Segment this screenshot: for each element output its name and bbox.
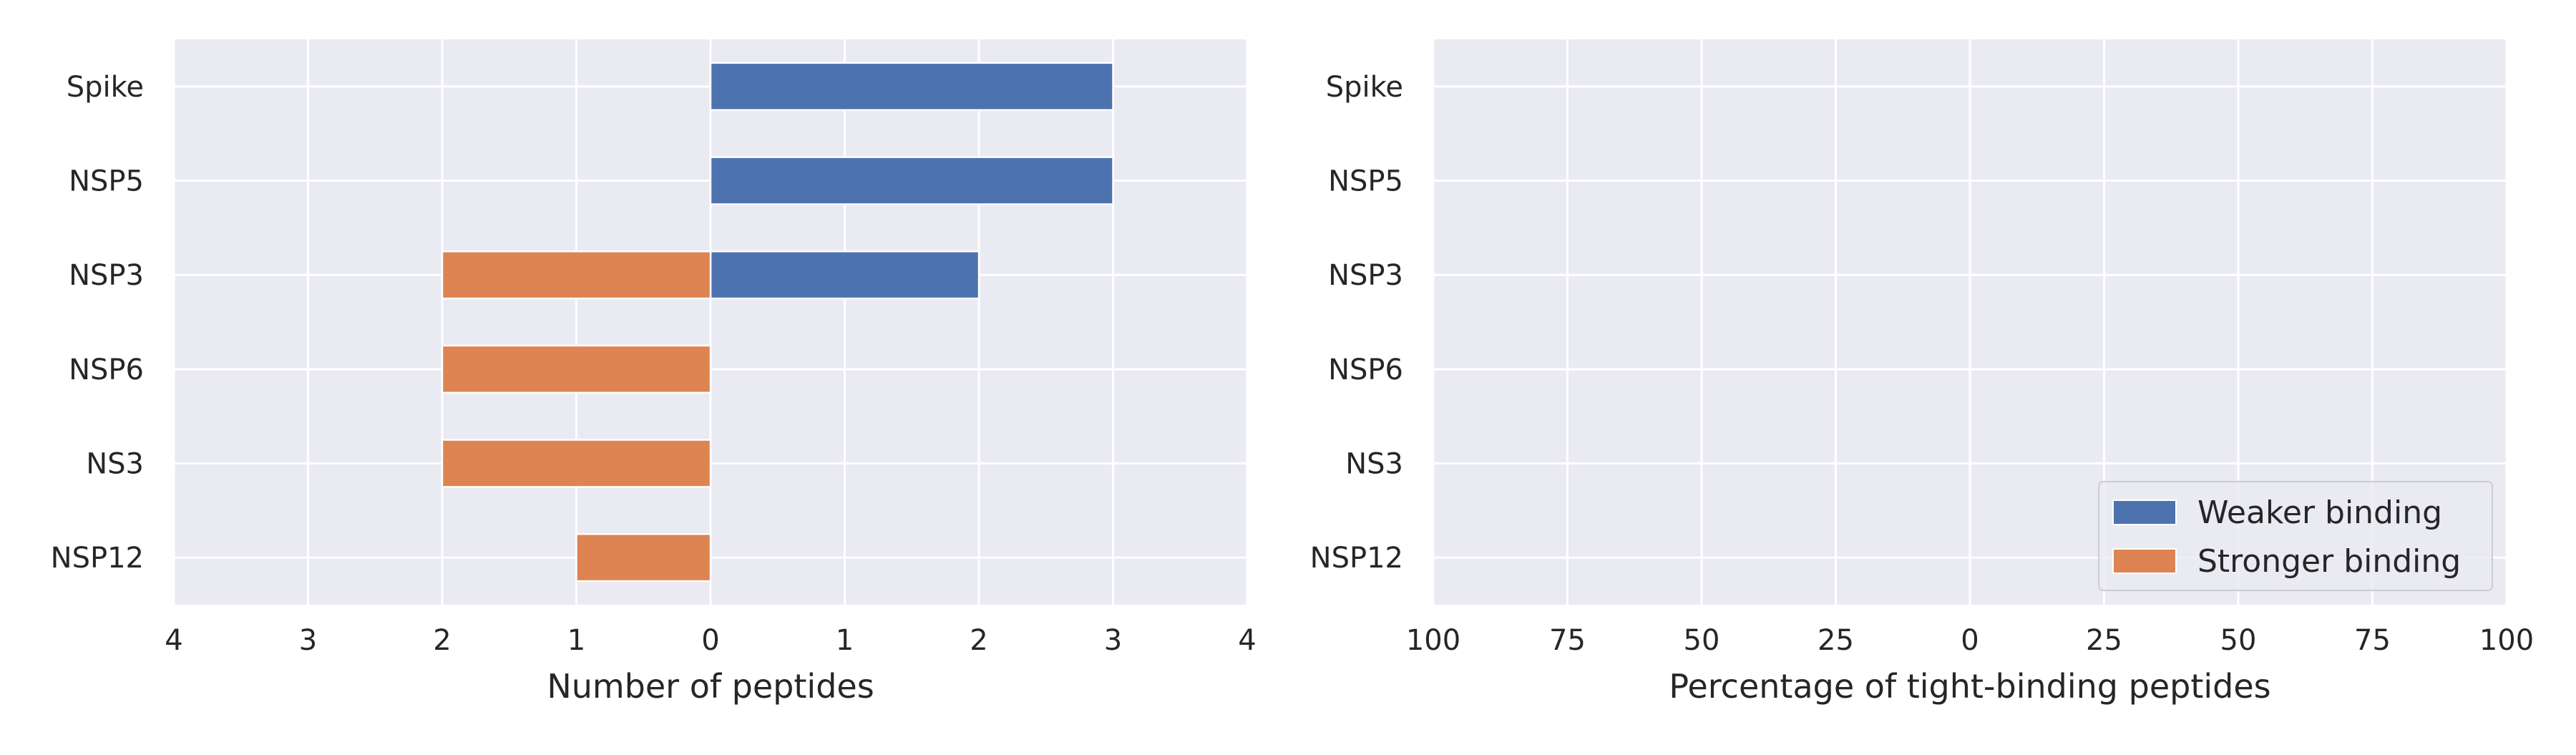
- x-tick-label: 100: [2479, 624, 2534, 657]
- legend-swatch-stronger: [2112, 548, 2177, 574]
- bar-stronger-ns3: [441, 439, 712, 488]
- x-tick-label: 100: [1406, 624, 1460, 657]
- y-tick-label: NSP6: [1328, 354, 1403, 386]
- x-tick-label: 50: [1684, 624, 1720, 657]
- bar-weaker-nsp5: [709, 156, 1114, 205]
- bar-weaker-nsp3: [709, 250, 980, 300]
- bar-stronger-nsp3: [441, 250, 712, 300]
- x-tick-label: 2: [970, 624, 987, 657]
- x-tick-label: 50: [2220, 624, 2257, 657]
- chart-panel-2: Spike NSP5 NSP3 NSP6 NS3 NSP12 100 75 50 25 0 25 50 7…: [1310, 39, 2534, 706]
- bar-stronger-nsp12: [575, 533, 712, 583]
- y-tick-label: Spike: [1326, 71, 1403, 104]
- bar-weaker-spike: [709, 62, 1114, 111]
- x-tick-label: 0: [701, 624, 719, 657]
- x-tick-label: 4: [1238, 624, 1256, 657]
- y-tick-label: NSP12: [51, 542, 144, 575]
- x-tick-label: 75: [2354, 624, 2391, 657]
- legend-label: Stronger binding: [2197, 543, 2461, 580]
- x-tick-label: 75: [1549, 624, 1586, 657]
- chart-panel-1: Spike NSP5 NSP3 NSP6 NS3 NSP12 4 3 2 1 0 1 2 3 4 Number…: [51, 39, 1257, 706]
- y-tick-label: NSP12: [1310, 542, 1403, 575]
- x-tick-label: 4: [165, 624, 182, 657]
- x-tick-label: 25: [2086, 624, 2122, 657]
- y-tick-label: NSP6: [69, 354, 144, 386]
- x-tick-label: 0: [1961, 624, 1979, 657]
- legend-box: [2098, 481, 2493, 591]
- legend-swatch-weaker: [2112, 500, 2177, 525]
- x-tick-label: 3: [299, 624, 317, 657]
- legend-label: Weaker binding: [2197, 495, 2442, 531]
- y-tick-label: NS3: [86, 448, 144, 481]
- legend: Weaker binding Stronger binding: [2098, 481, 2493, 591]
- y-tick-label: NSP3: [1328, 259, 1403, 292]
- x-tick-label: 1: [836, 624, 854, 657]
- x-tick-label: 1: [567, 624, 585, 657]
- y-tick-label: NSP5: [69, 165, 144, 198]
- x-tick-label: 25: [1818, 624, 1854, 657]
- x-tick-label: 2: [433, 624, 451, 657]
- y-tick-label: NSP5: [1328, 165, 1403, 198]
- y-tick-label: NS3: [1345, 448, 1403, 481]
- bar-stronger-nsp6: [441, 344, 712, 394]
- x-tick-label: 3: [1104, 624, 1122, 657]
- y-tick-label: Spike: [67, 71, 144, 104]
- y-tick-label: NSP3: [69, 259, 144, 292]
- x-axis-label: Number of peptides: [547, 667, 874, 706]
- x-axis-label: Percentage of tight-binding peptides: [1669, 667, 2270, 706]
